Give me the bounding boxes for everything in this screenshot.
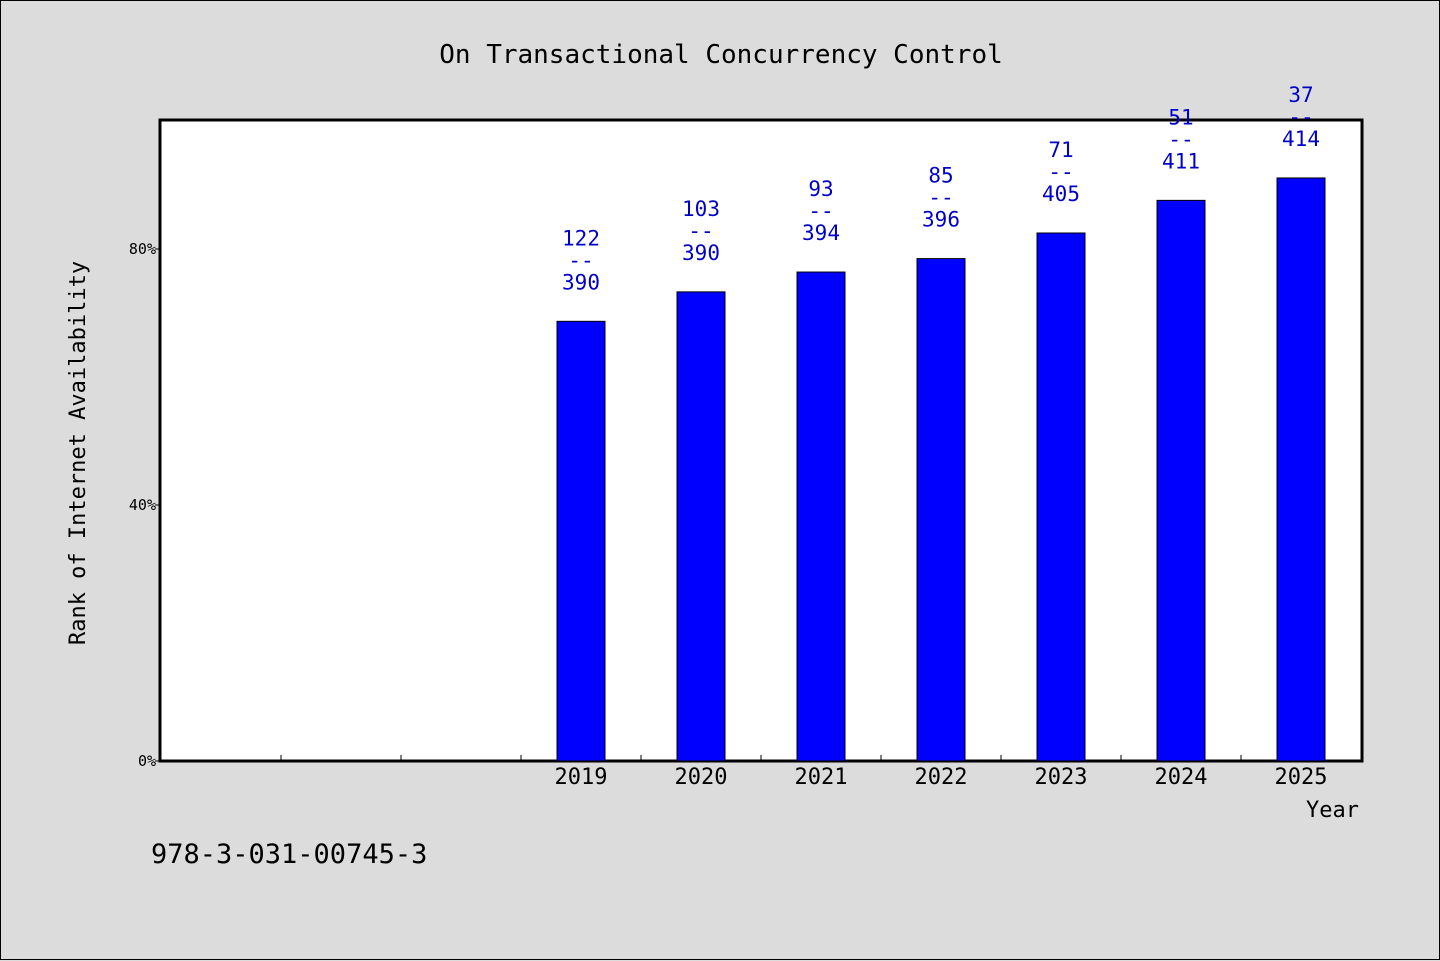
- x-tick-label: 2020: [675, 765, 728, 790]
- x-tick-label: 2024: [1155, 765, 1208, 790]
- chart-title: On Transactional Concurrency Control: [439, 40, 1003, 70]
- bar-2024: [1156, 199, 1206, 762]
- data-label-bottom: 394: [802, 221, 840, 245]
- data-label-top: 85: [928, 164, 953, 188]
- x-tick-label: 2019: [555, 765, 608, 790]
- y-axis-label: Rank of Internet Availability: [66, 261, 91, 645]
- bars: [556, 177, 1326, 762]
- data-label-bottom: 411: [1162, 149, 1200, 173]
- data-label-separator: --: [1288, 105, 1313, 129]
- data-label-bottom: 396: [922, 208, 960, 232]
- data-label-top: 122: [562, 226, 600, 250]
- bar-2025: [1276, 177, 1326, 762]
- data-label-separator: --: [1048, 160, 1073, 184]
- x-tick-label: 2023: [1035, 765, 1088, 790]
- bar-2020: [676, 291, 726, 762]
- bar-2022: [916, 258, 966, 762]
- data-label-bottom: 414: [1282, 127, 1320, 151]
- y-tick-label: 40%: [129, 496, 156, 514]
- y-tick-label: 0%: [138, 752, 156, 770]
- data-label-separator: --: [568, 248, 593, 272]
- x-axis-label: Year: [1306, 798, 1359, 823]
- data-labels: 122--390103--39093--39485--39671--40551-…: [562, 83, 1320, 294]
- data-label-bottom: 405: [1042, 182, 1080, 206]
- data-label-top: 71: [1048, 138, 1073, 162]
- y-axis: 0% 40% 80%: [129, 240, 161, 770]
- x-tick-label: 2025: [1275, 765, 1328, 790]
- data-label-bottom: 390: [562, 270, 600, 294]
- data-label-separator: --: [808, 199, 833, 223]
- data-label-top: 51: [1168, 105, 1193, 129]
- data-label-separator: --: [928, 186, 953, 210]
- data-label-separator: --: [688, 219, 713, 243]
- data-label-top: 37: [1288, 83, 1313, 107]
- y-tick-label: 80%: [129, 240, 156, 258]
- x-axis: 2019 2020 2021 2022 2023 2024 2025: [280, 755, 1328, 790]
- bar-2023: [1036, 232, 1086, 762]
- bar-2021: [796, 271, 846, 762]
- data-label-top: 103: [682, 197, 720, 221]
- footer-isbn: 978-3-031-00745-3: [151, 839, 427, 870]
- x-tick-label: 2021: [795, 765, 848, 790]
- bar-2019: [556, 320, 606, 762]
- data-label-bottom: 390: [682, 241, 720, 265]
- data-label-separator: --: [1168, 127, 1193, 151]
- data-label-top: 93: [808, 177, 833, 201]
- x-tick-label: 2022: [915, 765, 968, 790]
